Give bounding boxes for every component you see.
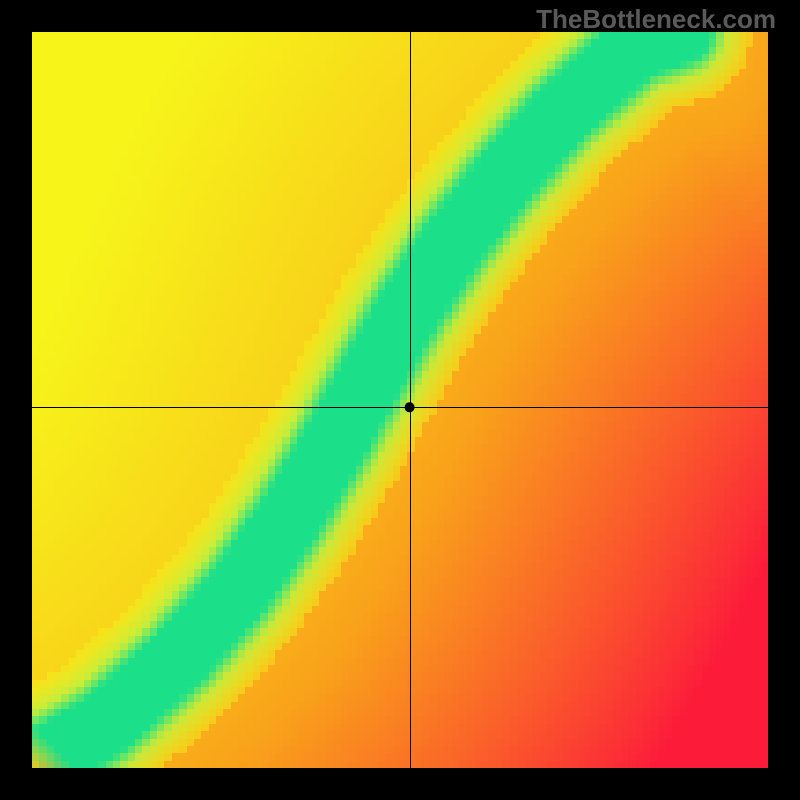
watermark-text: TheBottleneck.com (536, 4, 776, 35)
chart-frame: TheBottleneck.com (0, 0, 800, 800)
heatmap-canvas (32, 32, 768, 768)
plot-area (32, 32, 768, 768)
